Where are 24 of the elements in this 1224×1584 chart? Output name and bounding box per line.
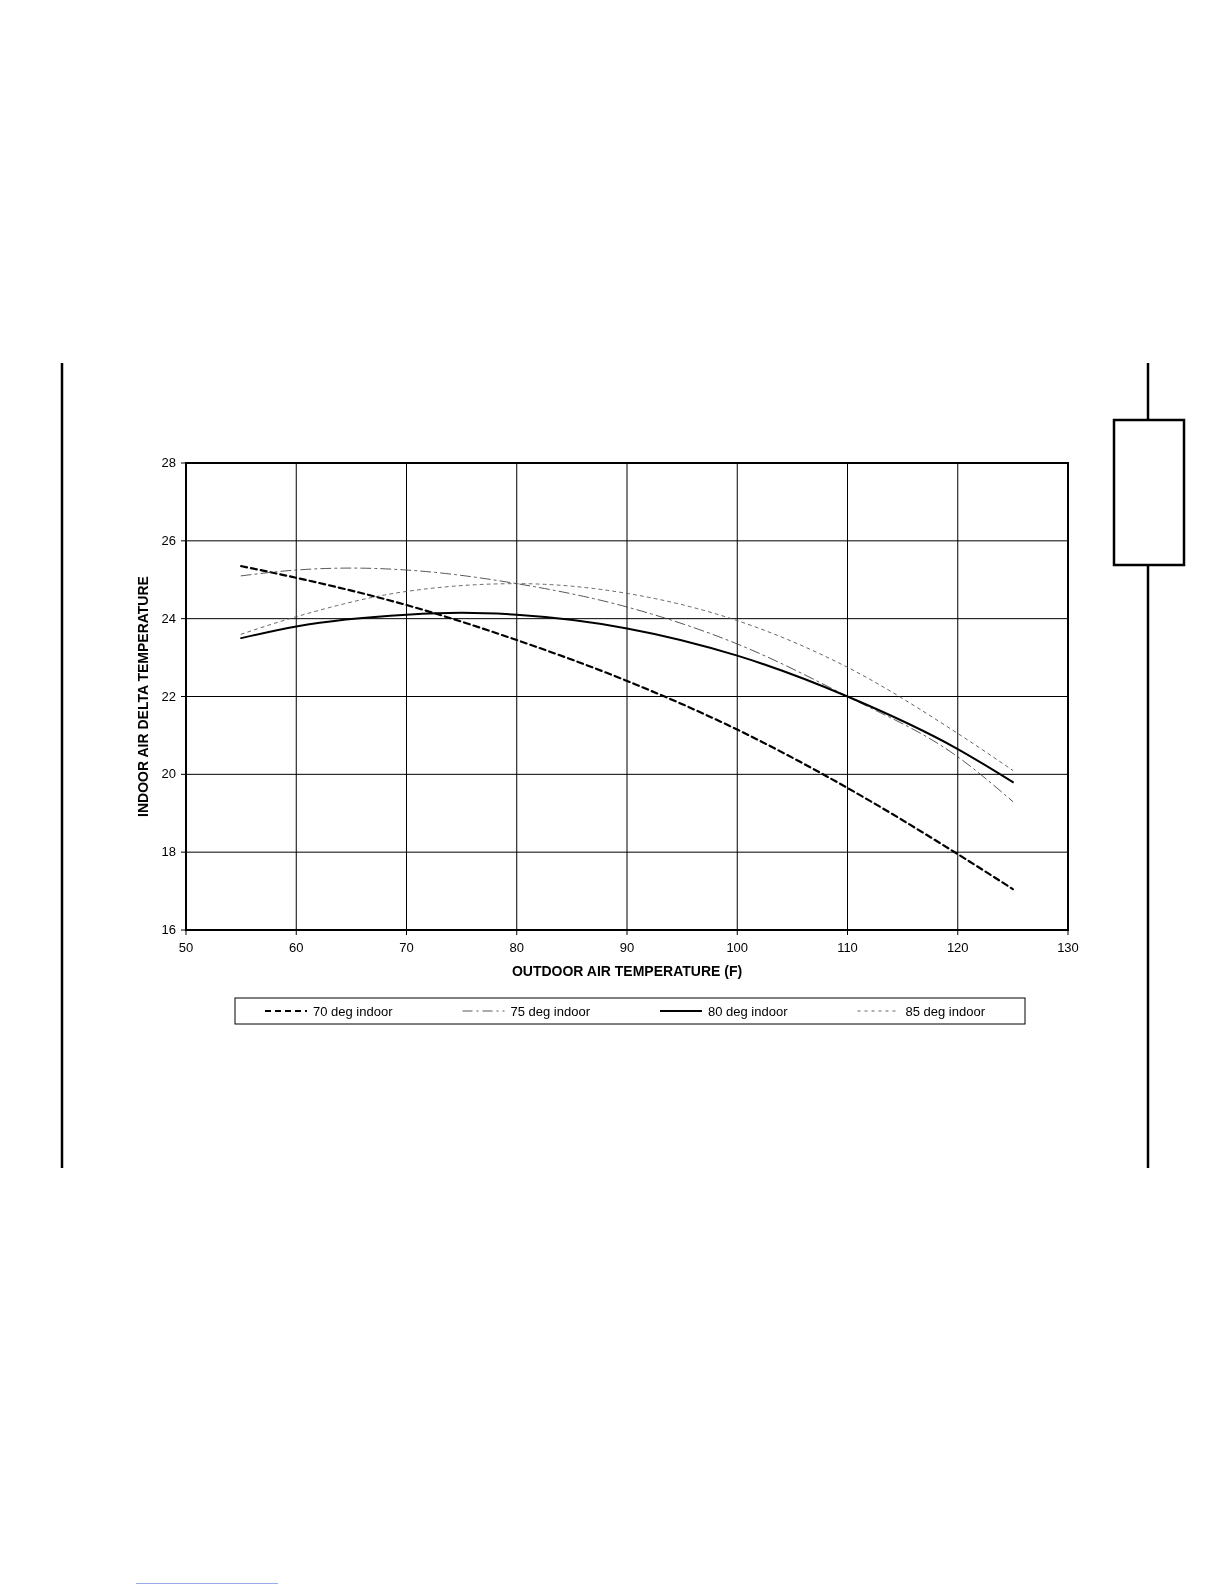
x-tick-label: 110	[837, 940, 858, 955]
x-tick-label: 100	[726, 940, 749, 955]
x-tick-label: 50	[178, 940, 194, 955]
y-tick-label: 24	[161, 610, 176, 626]
x-tick-label: 80	[509, 940, 524, 955]
line-series	[240, 567, 1014, 803]
y-tick-label: 26	[161, 532, 176, 548]
x-tick-label: 90	[619, 940, 635, 955]
legend-label: 75 deg indoor	[510, 1004, 591, 1019]
line-series	[240, 583, 1014, 771]
legend-label: 85 deg indoor	[905, 1004, 986, 1019]
x-tick-label: 70	[399, 940, 414, 955]
y-tick-label: 28	[161, 455, 176, 470]
y-tick-label: 20	[161, 766, 176, 782]
y-tick-label: 16	[161, 922, 176, 937]
y-tick-label: 22	[161, 688, 176, 704]
x-tick-label: 60	[289, 940, 304, 955]
y-axis-title: INDOOR AIR DELTA TEMPERATURE	[135, 576, 151, 817]
x-tick-label: 120	[946, 940, 969, 955]
y-tick-label: 18	[161, 844, 176, 860]
legend-label: 70 deg indoor	[313, 1004, 394, 1019]
legend-label: 80 deg indoor	[708, 1004, 789, 1019]
x-tick-label: 130	[1057, 940, 1079, 955]
x-axis-title: OUTDOOR AIR TEMPERATURE (F)	[511, 963, 743, 979]
